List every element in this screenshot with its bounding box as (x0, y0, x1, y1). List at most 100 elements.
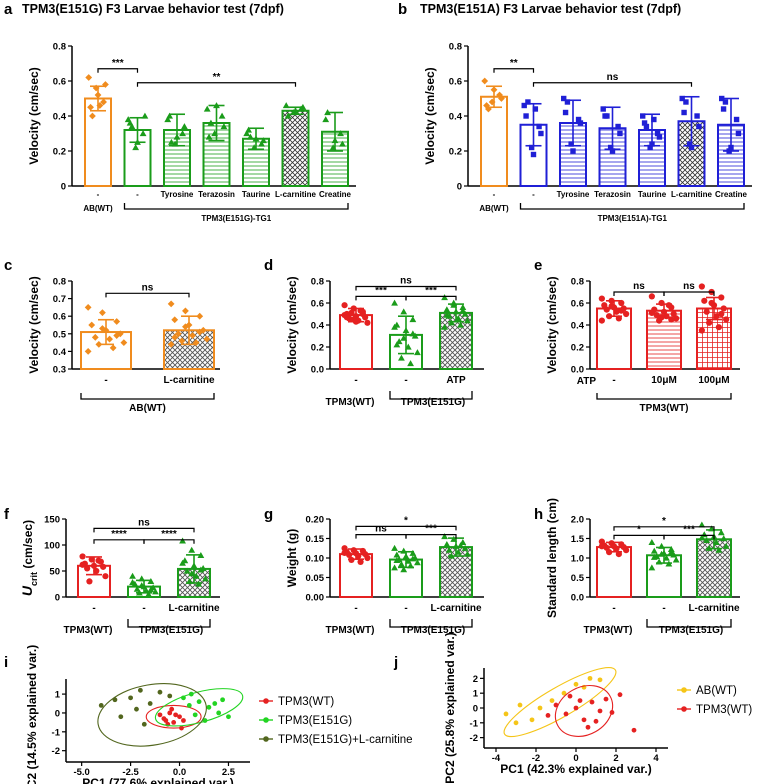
data-point (461, 544, 469, 551)
group-bracket (519, 203, 745, 210)
y-tick-label: 0.7 (53, 294, 66, 305)
panel-label: f (4, 506, 10, 523)
data-point (202, 718, 208, 723)
x-axis-label: PC1 (77.6% explained var.) (82, 776, 233, 784)
category-label: - (142, 603, 145, 614)
data-point (613, 308, 620, 315)
y-tick-label: 0.10 (306, 554, 325, 565)
data-point (443, 306, 451, 313)
y-tick-label: 0 (61, 182, 66, 193)
significance-bracket (93, 539, 145, 544)
data-point (720, 305, 727, 312)
group-prefix-label: ATP (577, 376, 597, 387)
data-point (91, 333, 99, 341)
data-point (598, 317, 605, 324)
legend-entry: TPM3(E151G) (278, 715, 352, 727)
data-point (284, 112, 292, 119)
significance-bracket (93, 527, 195, 533)
data-point (226, 714, 231, 720)
data-point (141, 112, 149, 119)
data-point (606, 313, 613, 320)
data-point (89, 112, 96, 120)
data-point (86, 578, 93, 585)
data-point (134, 138, 141, 145)
data-point (100, 98, 107, 106)
y-tick-label: 0.3 (53, 365, 66, 376)
significance-label: * (404, 515, 408, 526)
data-point (733, 116, 740, 123)
data-point (575, 116, 582, 123)
data-point (179, 559, 186, 566)
data-point (85, 74, 93, 81)
panel-label: e (534, 257, 542, 274)
category-label: L-carnitine (688, 603, 740, 614)
y-tick-label: -1 (52, 727, 61, 738)
y-tick-label: 0.6 (571, 299, 584, 310)
legend-marker (681, 706, 687, 712)
y-tick-label: 0.0 (311, 365, 324, 376)
significance-bracket (405, 534, 457, 539)
data-point (715, 546, 723, 553)
data-point (448, 552, 455, 559)
significance-bracket (663, 291, 715, 296)
data-point (703, 537, 711, 544)
data-point (167, 710, 173, 716)
data-point (679, 95, 685, 102)
data-point (292, 107, 299, 114)
data-point (648, 293, 655, 300)
data-point (99, 325, 106, 332)
data-point (673, 315, 680, 322)
significance-bracket (405, 295, 457, 301)
data-point (448, 319, 455, 326)
significance-bracket (532, 82, 693, 87)
data-point (722, 542, 730, 549)
data-point (324, 109, 331, 116)
category-label: - (493, 190, 496, 199)
group-label: AB(WT) (83, 204, 113, 213)
data-point (407, 360, 414, 367)
x-tick-label: -4 (492, 753, 501, 764)
data-point (503, 711, 509, 717)
group-bracket (389, 619, 473, 628)
panel-c: c 0.3 0.4 0.5 0.6 0.7 0.8 Velocity (cm/sec) - L-c… (4, 257, 220, 414)
data-point (181, 718, 186, 723)
group-label: AB(WT) (479, 204, 509, 213)
significance-label: * (637, 524, 641, 535)
significance-label: ns (683, 281, 695, 292)
y-tick-label: -1 (470, 718, 479, 729)
significance-bracket (663, 534, 715, 540)
data-point (658, 550, 665, 557)
data-point (668, 316, 675, 323)
data-point (174, 330, 182, 338)
data-point (409, 316, 417, 323)
panel-label: h (534, 506, 543, 523)
x-tick-label: 2.5 (222, 767, 236, 778)
data-point (190, 562, 198, 569)
data-point (192, 572, 200, 579)
y-axis-label: Velocity (cm/sec) (545, 276, 559, 373)
y-tick-label: 0.05 (306, 573, 325, 584)
data-point (604, 113, 610, 119)
data-point (545, 713, 551, 718)
bar (339, 553, 373, 598)
data-point (141, 721, 147, 727)
data-point (185, 321, 193, 329)
data-point (188, 570, 196, 577)
data-point (258, 140, 265, 147)
category-label: - (612, 375, 615, 386)
panel-label: d (264, 257, 273, 274)
data-point (407, 562, 414, 569)
data-point (129, 572, 136, 579)
category-label: Tyrosine (557, 190, 590, 199)
significance-bracket (493, 68, 535, 73)
legend-entry: TPM3(WT) (278, 696, 334, 708)
data-point (207, 119, 215, 126)
y-tick-label: 0.6 (53, 312, 66, 323)
data-point (120, 339, 128, 346)
y-tick-label: 0.8 (449, 42, 462, 53)
data-point (715, 324, 722, 331)
group-label: TPM3(WT) (64, 625, 113, 636)
y-tick-label: 0.2 (449, 147, 462, 158)
data-point (713, 313, 720, 320)
data-point (608, 297, 615, 304)
